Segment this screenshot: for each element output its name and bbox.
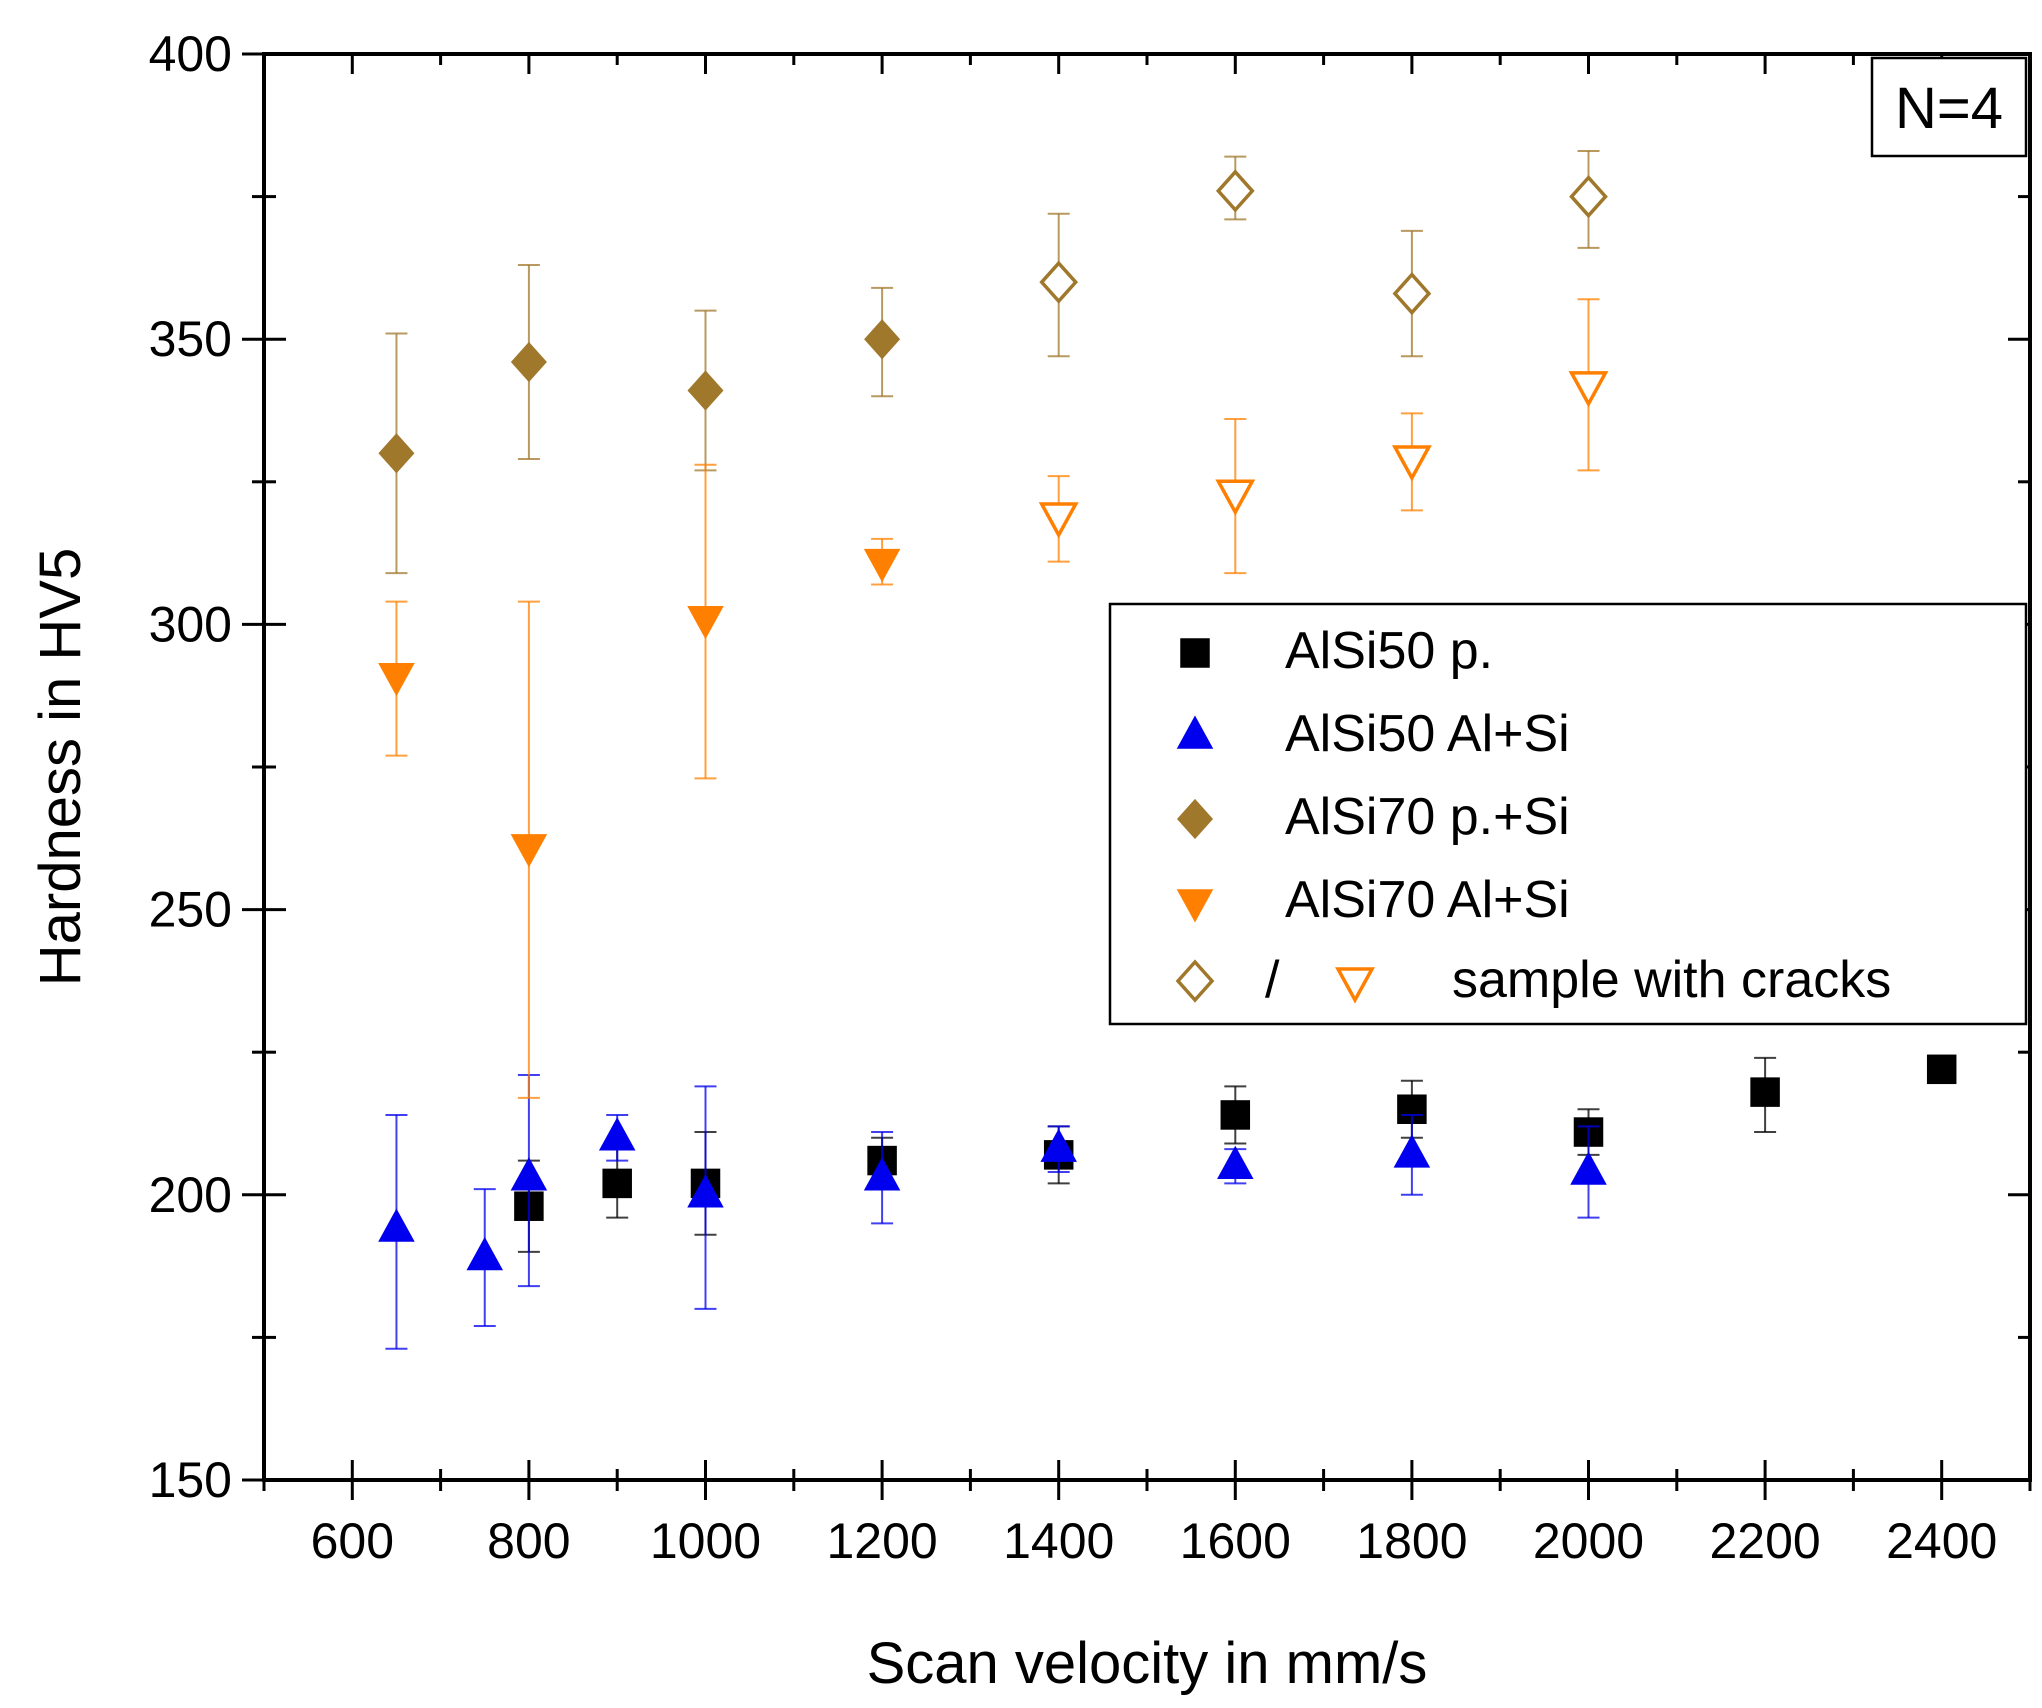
data-point: [378, 1208, 415, 1242]
legend-label-cracks: sample with cracks: [1452, 951, 1891, 1009]
x-tick-label: 1600: [1180, 1513, 1291, 1569]
legend-marker: [1180, 638, 1210, 668]
series-2: [378, 264, 901, 575]
data-point: [1392, 271, 1432, 316]
x-tick-label: 2000: [1533, 1513, 1644, 1569]
data-point: [1038, 502, 1079, 539]
y-tick-label: 400: [149, 26, 232, 82]
data-point: [1040, 1128, 1077, 1162]
data-point: [378, 433, 415, 474]
x-axis-label: Scan velocity in mm/s: [867, 1631, 1428, 1696]
y-tick-label: 150: [149, 1452, 232, 1508]
data-point: [1220, 1100, 1251, 1130]
annotation-badge: N=4: [1870, 56, 2028, 158]
data-point: [1569, 174, 1608, 219]
x-tick-label: 800: [487, 1513, 570, 1569]
data-series: [378, 149, 1957, 1350]
data-point: [1750, 1077, 1780, 1107]
x-tick-label: 1800: [1356, 1513, 1467, 1569]
annotation-box: [1870, 56, 2028, 158]
legend-label-alsi50-p: AlSi50 p.: [1285, 622, 1493, 680]
data-point: [1391, 445, 1432, 482]
data-point: [1393, 1134, 1431, 1168]
legend-box: [1108, 602, 2028, 1026]
x-tick-label: 1000: [650, 1513, 761, 1569]
legend-label-alsi50-alsi: AlSi50 Al+Si: [1285, 705, 1570, 763]
y-tick-label: 300: [149, 596, 232, 652]
x-tick-label: 2400: [1886, 1513, 1997, 1569]
data-point: [510, 834, 548, 868]
y-tick-label: 250: [149, 882, 232, 938]
x-tick-label: 1400: [1003, 1513, 1114, 1569]
data-point: [1215, 479, 1256, 516]
legend-label-alsi70-psi: AlSi70 p.+Si: [1285, 788, 1570, 846]
data-point: [1570, 1151, 1607, 1185]
data-point: [510, 1157, 548, 1191]
legend-marker: [1176, 715, 1214, 749]
series-5: [1038, 298, 1609, 575]
data-point: [378, 662, 415, 697]
data-point: [1926, 1054, 1957, 1085]
x-tick-label: 1200: [826, 1513, 937, 1569]
series-4: [1039, 149, 1608, 358]
data-point: [1217, 1145, 1254, 1180]
data-point: [687, 1174, 724, 1208]
plot-frame: [262, 52, 2032, 1482]
x-tick-label: 2200: [1709, 1513, 1820, 1569]
data-point: [602, 1168, 632, 1199]
data-point: [1039, 260, 1079, 304]
data-point: [1568, 371, 1609, 408]
y-tick-label: 200: [149, 1167, 232, 1223]
data-point: [598, 1117, 636, 1151]
data-point: [687, 605, 724, 640]
series-1: [378, 1074, 1607, 1350]
legend-separator: /: [1265, 951, 1280, 1009]
data-point: [864, 319, 901, 360]
annotation-text: N=4: [1895, 76, 2003, 141]
legend-marker-cracks: [1175, 959, 1215, 1003]
legend-marker: [1176, 889, 1214, 923]
y-tick-label: 350: [149, 311, 232, 367]
y-axis-label: Hardness in HV5: [28, 548, 93, 986]
data-point: [1215, 169, 1255, 213]
data-point: [466, 1236, 504, 1271]
legend-label-alsi70-alsi: AlSi70 Al+Si: [1285, 871, 1570, 929]
data-point: [863, 548, 901, 583]
series-3: [378, 463, 901, 1099]
legend-markers: [1175, 638, 1375, 1004]
data-point: [510, 341, 547, 383]
tick-labels: 600 800 1000 1200 1400 1600 1800 2000 2200 2400 15…: [149, 26, 1998, 1569]
x-tick-label: 600: [311, 1513, 394, 1569]
legend-marker: [1176, 798, 1214, 840]
legend-marker-cracks: [1335, 967, 1375, 1004]
legend: AlSi50 p. AlSi50 Al+Si AlSi70 p.+Si AlSi…: [1108, 602, 2028, 1026]
data-point: [687, 370, 724, 411]
data-point: [863, 1157, 901, 1191]
